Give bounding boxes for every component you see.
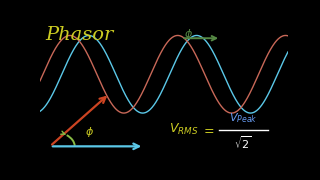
Text: $V_{RMS}$: $V_{RMS}$ [169, 122, 198, 137]
Text: Phasor: Phasor [45, 26, 113, 44]
Text: $\phi$: $\phi$ [184, 27, 193, 41]
Text: $V_{Peak}$: $V_{Peak}$ [229, 111, 258, 125]
Text: $\phi$: $\phi$ [85, 125, 94, 139]
Text: $=$: $=$ [201, 123, 214, 136]
Text: $\sqrt{2}$: $\sqrt{2}$ [234, 134, 252, 150]
